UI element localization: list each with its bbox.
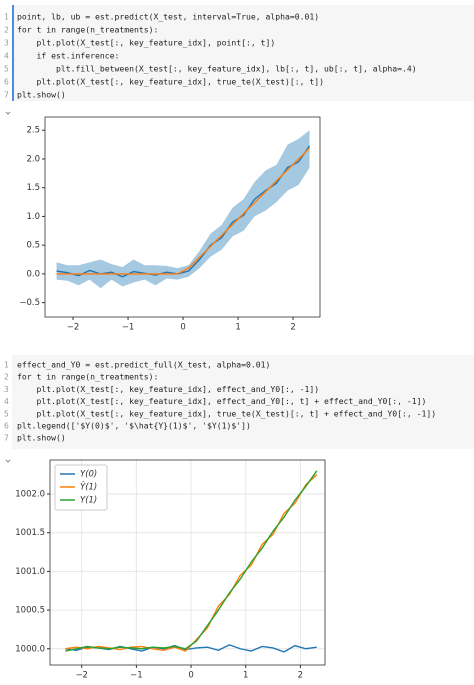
y-tick-label: 1001.0 (15, 567, 45, 577)
code-line: plt.plot(X_test[:, key_feature_idx], tru… (17, 77, 324, 87)
data-line (56, 147, 311, 275)
code-line: plt.plot(X_test[:, key_feature_idx], eff… (17, 384, 319, 394)
x-tick-label: 0 (188, 671, 193, 681)
y-tick-label: 1000.0 (15, 644, 45, 654)
y-tick-label: −0.5 (19, 298, 40, 308)
x-tick-label: 2 (290, 323, 295, 333)
line-number: 7 (4, 434, 9, 443)
line-number: 2 (4, 373, 9, 382)
code-line: for t in range(n_treatments): (17, 372, 158, 382)
y-tick-label: 2.5 (26, 126, 40, 136)
code-line: effect_and_Y0 = est.predict_full(X_test,… (17, 360, 270, 370)
code-line: plt.show() (17, 90, 66, 100)
code-cell[interactable] (12, 5, 474, 101)
x-tick-label: 1 (243, 671, 248, 681)
y-tick-label: 1002.0 (15, 490, 45, 500)
line-number: 6 (4, 78, 9, 87)
x-tick-label: 0 (180, 323, 185, 333)
line-number: 5 (4, 409, 9, 418)
collapse-icon[interactable] (5, 111, 11, 115)
x-tick-label: −2 (75, 671, 88, 681)
line-number: 6 (4, 422, 9, 431)
code-line: plt.show() (17, 433, 66, 443)
legend-label: Y(0) (80, 470, 97, 480)
code-line: plt.plot(X_test[:, key_feature_idx], eff… (17, 396, 426, 406)
code-line: plt.plot(X_test[:, key_feature_idx], poi… (17, 38, 275, 48)
x-tick-label: −2 (67, 323, 80, 333)
y-tick-label: 1001.5 (15, 528, 45, 538)
line-number: 2 (4, 26, 9, 35)
x-tick-label: 2 (298, 671, 303, 681)
data-line (65, 470, 318, 652)
code-line: plt.legend(['$Y(0)$', '$\hat{Y}(1)$', '$… (17, 421, 251, 431)
code-line: plt.plot(X_test[:, key_feature_idx], tru… (17, 408, 436, 418)
y-tick-label: 1.5 (26, 183, 40, 193)
collapse-icon[interactable] (5, 459, 11, 463)
line-number: 3 (4, 385, 9, 394)
line-number: 4 (4, 52, 9, 61)
code-line: point, lb, ub = est.predict(X_test, inte… (17, 12, 319, 22)
code-line: for t in range(n_treatments): (17, 25, 158, 35)
x-tick-label: 1 (235, 323, 240, 333)
plot-frame (49, 459, 326, 666)
code-line: if est.inference: (17, 51, 119, 61)
y-tick-label: 1000.5 (15, 606, 45, 616)
line-number: 1 (4, 361, 9, 370)
data-line (56, 145, 311, 278)
line-number: 3 (4, 39, 9, 48)
legend-box (54, 464, 108, 511)
plot-frame (44, 116, 321, 318)
y-tick-label: 1.0 (26, 212, 40, 222)
legend-label: Ŷ(1) (80, 481, 97, 493)
line-number: 7 (4, 91, 9, 100)
y-tick-label: 0.0 (26, 269, 40, 279)
cell-selection-bar (12, 5, 14, 101)
line-number: 4 (4, 397, 9, 406)
y-tick-label: 0.5 (26, 241, 40, 251)
code-line: plt.fill_between(X_test[:, key_feature_i… (17, 64, 417, 74)
x-tick-label: −1 (122, 323, 135, 333)
y-tick-label: 2.0 (26, 154, 40, 164)
code-cell[interactable] (12, 355, 474, 449)
x-tick-label: −1 (130, 671, 143, 681)
confidence-band (56, 130, 310, 289)
line-number: 5 (4, 65, 9, 74)
line-number: 1 (4, 13, 9, 22)
legend-label: Y(1) (80, 496, 97, 506)
